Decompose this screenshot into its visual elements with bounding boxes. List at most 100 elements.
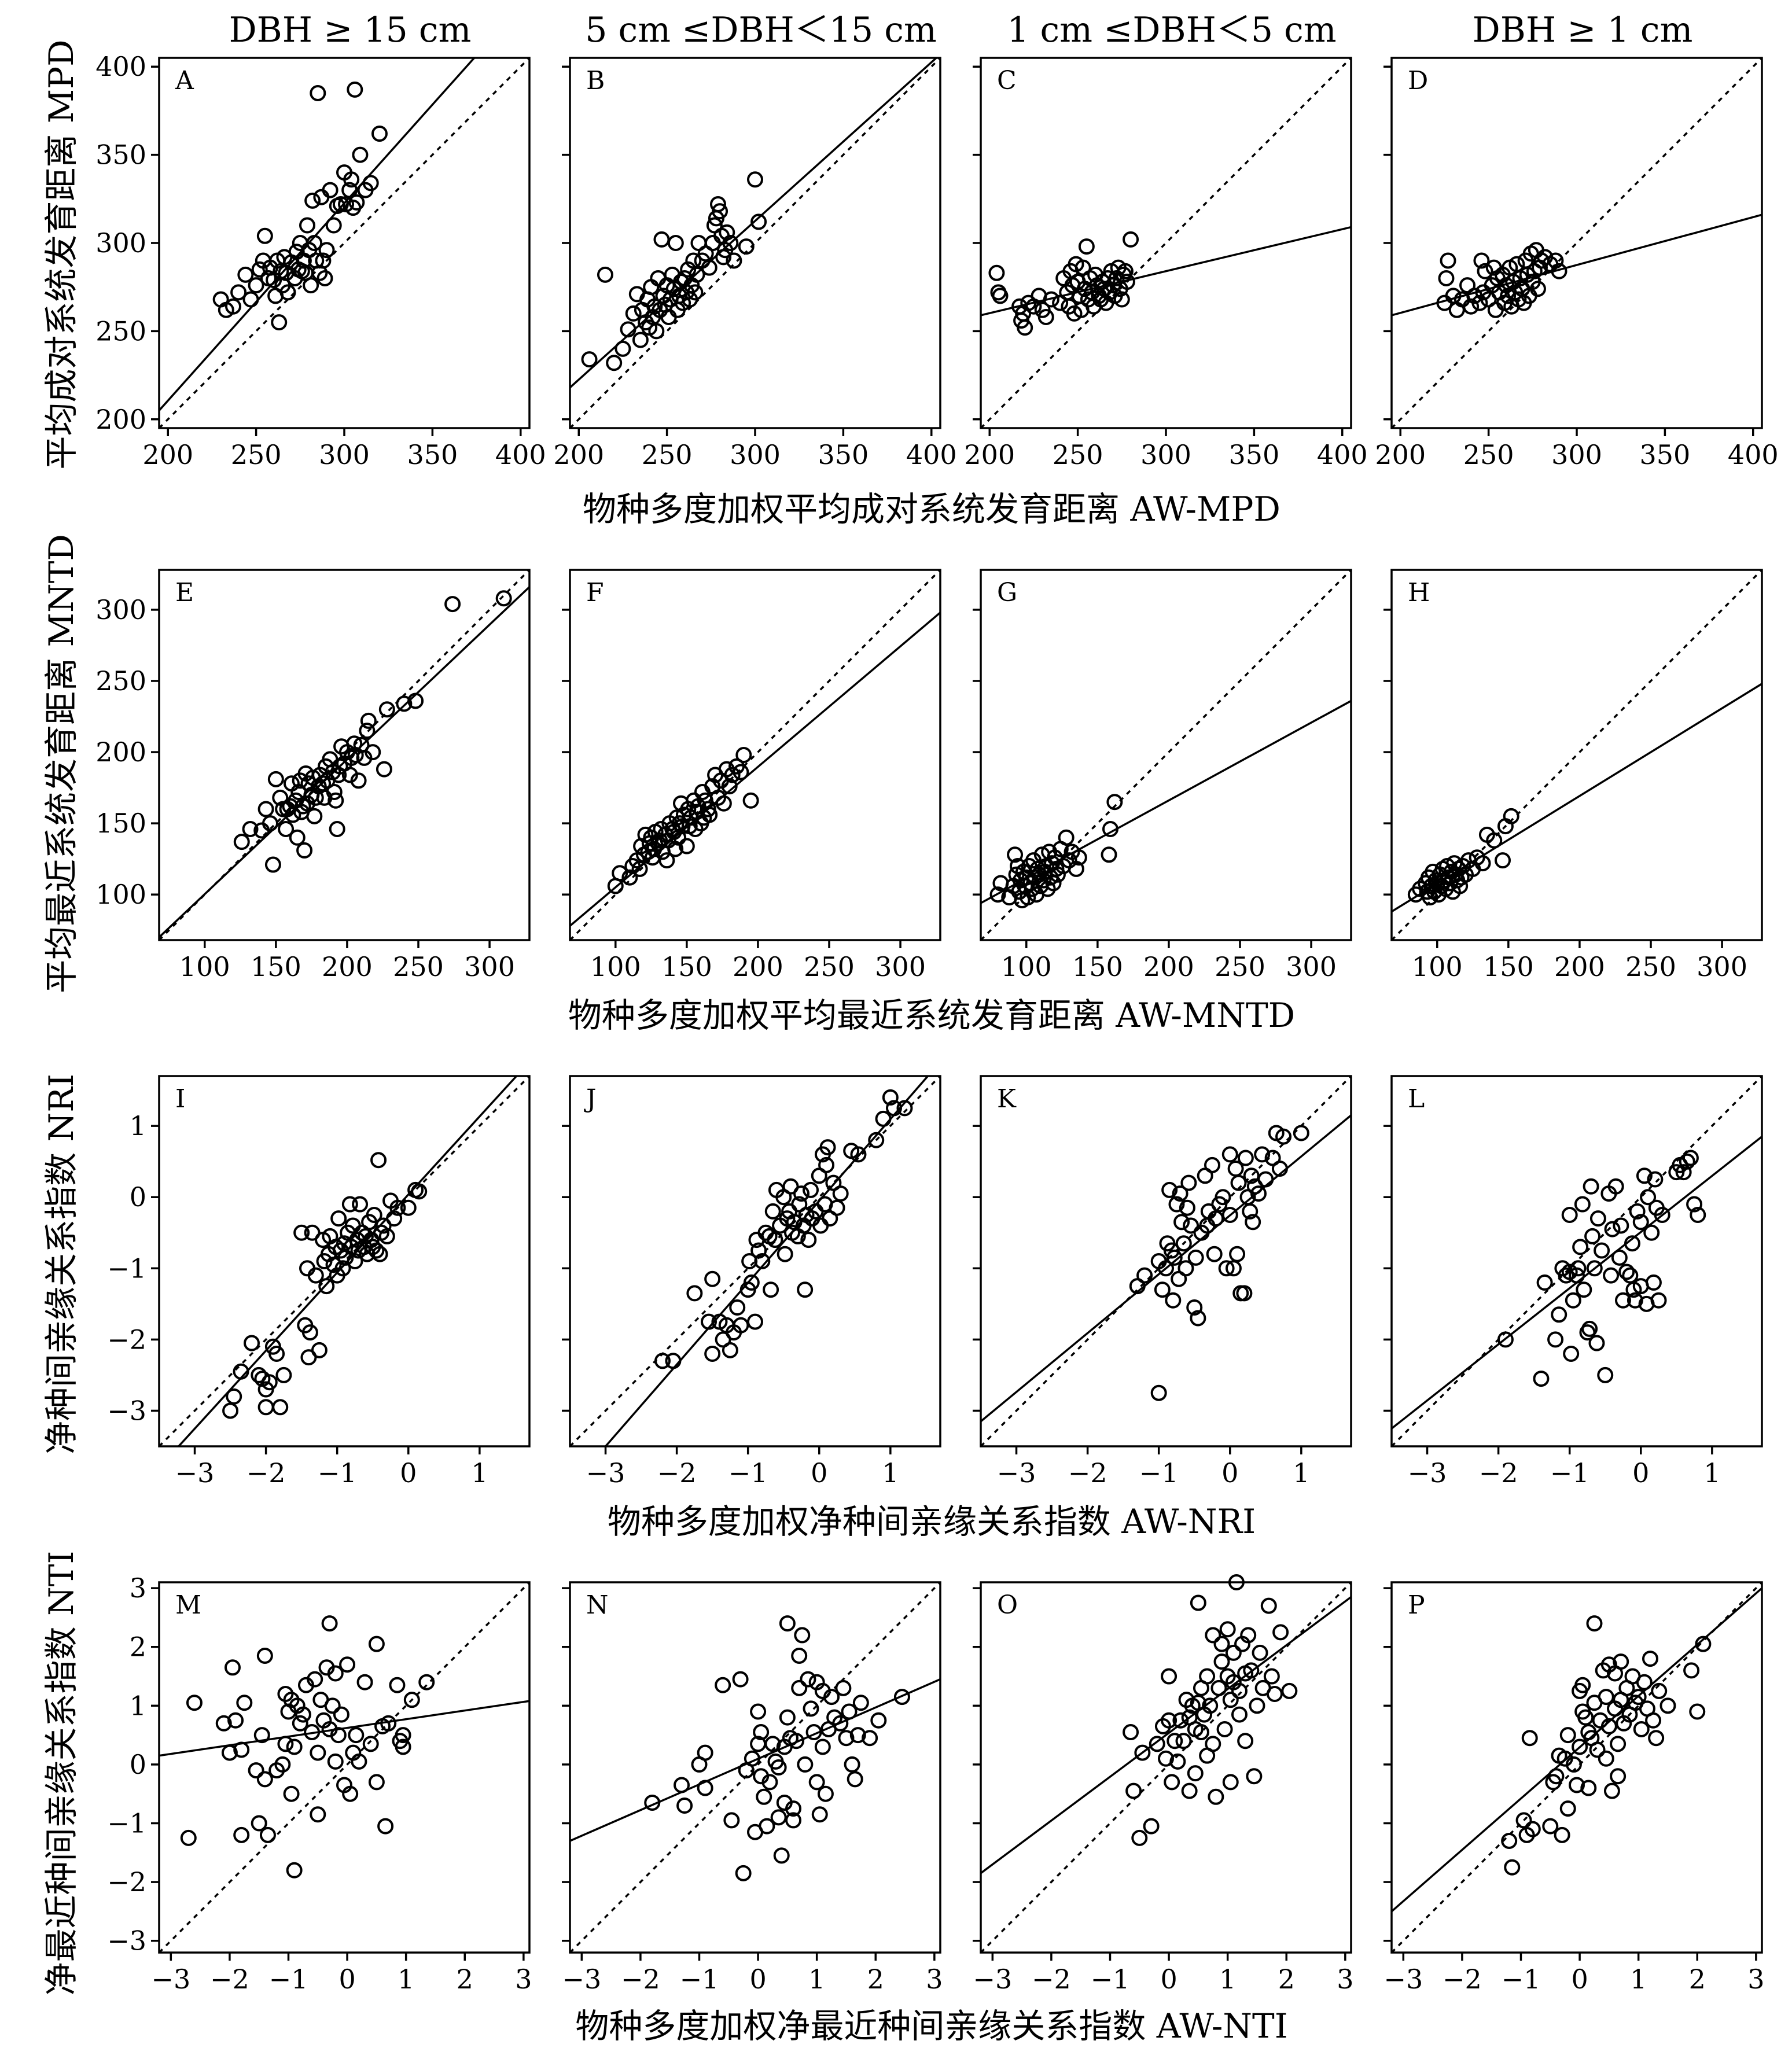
- data-point: [1221, 1146, 1238, 1163]
- y-tick-label: 3: [130, 1572, 146, 1604]
- x-tick-label: 2: [457, 1964, 473, 1995]
- x-tick-label: 3: [1747, 1964, 1764, 1995]
- data-point: [808, 1774, 825, 1791]
- identity-line: [1392, 58, 1762, 428]
- x-tick-label: 300: [1697, 951, 1747, 982]
- x-tick-label: 300: [1140, 439, 1191, 470]
- x-tick-label: 250: [1215, 951, 1265, 982]
- data-point: [1471, 294, 1488, 311]
- x-tick-label: 1: [398, 1964, 414, 1995]
- x-tick-label: 0: [1571, 1964, 1588, 1995]
- data-point: [625, 305, 642, 322]
- data-point: [832, 1715, 849, 1732]
- data-point: [1123, 231, 1139, 248]
- plot-frame: [1390, 569, 1763, 941]
- plot-frame: [980, 1075, 1352, 1447]
- data-point: [368, 1636, 385, 1652]
- data-point: [407, 693, 424, 709]
- data-point: [1249, 1697, 1265, 1714]
- panel-J: J −3 −2 −1 0 1: [562, 1075, 941, 1489]
- data-point: [378, 1228, 395, 1244]
- data-point: [632, 331, 649, 348]
- points-J: [654, 1089, 913, 1369]
- panel-A: A 200 250 300 350 400 200 250 300 350 400: [95, 51, 546, 470]
- data-point: [1610, 1768, 1627, 1785]
- x-tick-label: 100: [590, 951, 641, 982]
- data-point: [777, 1246, 793, 1262]
- data-point: [665, 1353, 682, 1369]
- data-point: [225, 298, 241, 315]
- data-point: [1125, 1782, 1142, 1799]
- data-point: [710, 196, 726, 212]
- data-point: [689, 266, 705, 283]
- points-H: [1407, 808, 1519, 906]
- data-point: [1675, 1164, 1692, 1181]
- x-tick-label: 150: [251, 951, 301, 982]
- plot-frame: [158, 1581, 531, 1954]
- data-point: [1190, 1310, 1206, 1327]
- data-point: [893, 1689, 910, 1706]
- data-point: [366, 1207, 382, 1223]
- data-point: [1630, 1689, 1647, 1706]
- x-tick-label: 1: [1703, 1457, 1720, 1489]
- x-tick-label: 100: [1001, 951, 1052, 982]
- x-tick-label: 200: [553, 439, 604, 470]
- y-tick-label: −1: [107, 1808, 146, 1839]
- identity-line: [981, 58, 1351, 428]
- y-tick-label: 200: [95, 736, 146, 768]
- data-point: [278, 821, 295, 837]
- data-point: [1237, 1733, 1254, 1749]
- row-3-ylabel: 净种间亲缘关系指数 NRI: [42, 1074, 81, 1454]
- data-point: [1245, 1214, 1261, 1231]
- x-tick-label: 250: [393, 951, 444, 982]
- data-point: [327, 1753, 344, 1770]
- data-point: [850, 1146, 867, 1163]
- data-point: [896, 1100, 913, 1117]
- data-point: [680, 261, 697, 278]
- data-point: [341, 1196, 358, 1213]
- data-point: [704, 1270, 721, 1287]
- data-point: [328, 792, 344, 809]
- panel-P: P −3 −2 −1 0 1 2 3: [1383, 1581, 1764, 1995]
- x-tick-label: −2: [1479, 1457, 1518, 1489]
- data-point: [242, 821, 259, 837]
- data-point: [348, 1727, 365, 1744]
- panel-F: F 100 150 200 250 300: [562, 569, 941, 982]
- fit-line: [981, 1596, 1351, 1874]
- x-tick-label: 100: [179, 951, 230, 982]
- data-point: [1101, 846, 1117, 863]
- identity-line: [570, 570, 940, 940]
- data-point: [242, 291, 259, 308]
- data-point: [248, 277, 264, 294]
- plot-frame: [1390, 1075, 1763, 1447]
- x-tick-label: 400: [495, 439, 546, 470]
- data-point: [221, 1744, 238, 1761]
- data-point: [847, 1771, 863, 1788]
- data-point: [1158, 1750, 1174, 1767]
- x-tick-label: 0: [1160, 1964, 1177, 1995]
- data-point: [1577, 1709, 1594, 1726]
- data-point: [267, 771, 284, 787]
- data-point: [376, 761, 392, 778]
- data-point: [346, 735, 363, 752]
- panel-E: E 100 150 200 250 300 100 150 200 250 300: [95, 569, 531, 982]
- x-tick-label: 200: [1375, 439, 1426, 470]
- data-point: [697, 1744, 713, 1761]
- data-point: [317, 270, 333, 286]
- data-point: [251, 1815, 267, 1832]
- data-point: [1257, 1171, 1274, 1188]
- data-point: [1572, 1239, 1589, 1255]
- data-point: [215, 1715, 232, 1732]
- data-point: [800, 1671, 816, 1688]
- data-point: [380, 1715, 397, 1732]
- points-N: [644, 1615, 910, 1881]
- plot-frame: [569, 1581, 941, 1954]
- data-point: [733, 764, 749, 780]
- data-point: [704, 1346, 721, 1362]
- data-point: [814, 1738, 831, 1755]
- x-tick-label: 150: [661, 951, 712, 982]
- x-tick-label: 1: [808, 1964, 825, 1995]
- data-point: [378, 701, 395, 718]
- identity-line: [159, 1582, 529, 1953]
